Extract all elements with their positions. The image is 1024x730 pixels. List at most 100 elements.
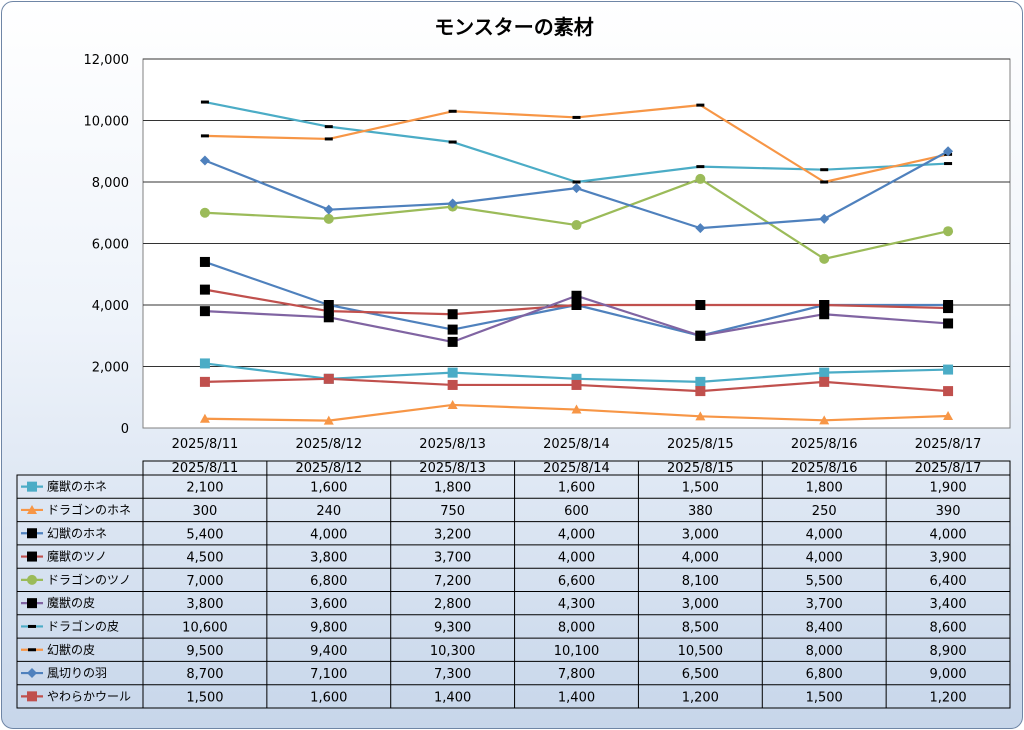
table-cell: 3,400 xyxy=(929,597,966,612)
data-point xyxy=(695,223,706,234)
table-row: 魔獣のホネ 2,100 1,600 1,800 1,600 1,500 1,800 1,900 xyxy=(21,479,967,496)
table-cell: 1,400 xyxy=(558,690,595,705)
data-point xyxy=(695,330,706,341)
data-point xyxy=(447,198,458,209)
data-point xyxy=(448,140,457,144)
table-cell: 240 xyxy=(316,504,341,519)
table-cell: 6,800 xyxy=(310,574,347,589)
legend-marker xyxy=(27,574,37,585)
data-point xyxy=(199,284,210,295)
table-cell: 6,800 xyxy=(806,667,843,682)
series-label: 風切りの羽 xyxy=(47,666,107,680)
x-tick-label: 2025/8/14 xyxy=(543,437,610,452)
table-cell: 4,000 xyxy=(806,527,843,542)
data-point xyxy=(943,303,954,314)
data-point xyxy=(943,146,954,157)
series-6 xyxy=(200,100,953,184)
table-cell: 600 xyxy=(564,504,589,519)
table-cell: 4,000 xyxy=(558,551,595,566)
table-header-cell: 2025/8/11 xyxy=(172,461,239,476)
table-cell: 1,500 xyxy=(806,690,843,705)
table-header-cell: 2025/8/12 xyxy=(295,461,362,476)
data-point xyxy=(323,415,334,425)
series-9 xyxy=(199,373,954,397)
table-cell: 9,400 xyxy=(310,644,347,659)
table-cell: 1,200 xyxy=(929,690,966,705)
data-point xyxy=(819,309,830,320)
table-cell: 5,400 xyxy=(186,527,223,542)
data-point xyxy=(447,309,458,320)
table-cell: 3,000 xyxy=(682,597,719,612)
table-cell: 3,200 xyxy=(434,527,471,542)
table-cell: 300 xyxy=(193,504,218,519)
legend-marker xyxy=(28,648,36,652)
data-point xyxy=(819,213,830,224)
y-tick-label: 4,000 xyxy=(92,299,129,314)
series-label: 幻獣のホネ xyxy=(47,526,107,540)
table-cell: 3,600 xyxy=(310,597,347,612)
table-cell: 6,500 xyxy=(682,667,719,682)
table-cell: 390 xyxy=(936,504,961,519)
data-point xyxy=(943,318,954,329)
table-cell: 8,500 xyxy=(682,620,719,635)
table-cell: 9,500 xyxy=(186,644,223,659)
data-point xyxy=(696,103,705,107)
table-cell: 750 xyxy=(440,504,465,519)
table-cell: 1,500 xyxy=(682,481,719,496)
x-tick-label: 2025/8/13 xyxy=(419,437,486,452)
table-cell: 1,600 xyxy=(310,481,347,496)
data-point xyxy=(820,180,829,184)
series-label: ドラゴンのツノ xyxy=(47,572,131,587)
table-cell: 6,400 xyxy=(929,574,966,589)
table-cell: 1,400 xyxy=(434,690,471,705)
data-point xyxy=(572,115,581,119)
data-point xyxy=(943,411,954,421)
table-cell: 10,300 xyxy=(430,644,476,659)
series-label: 魔獣のツノ xyxy=(47,549,107,564)
table-cell: 9,800 xyxy=(310,620,347,635)
table-cell: 7,300 xyxy=(434,667,471,682)
data-point xyxy=(571,373,582,384)
table-cell: 4,300 xyxy=(558,597,595,612)
table-header-cell: 2025/8/14 xyxy=(543,461,610,476)
data-point xyxy=(447,324,458,335)
data-point xyxy=(200,100,209,104)
table-cell: 3,000 xyxy=(682,527,719,542)
table-cell: 380 xyxy=(688,504,713,519)
y-tick-label: 2,000 xyxy=(92,361,129,376)
data-point xyxy=(323,300,334,310)
table-cell: 7,100 xyxy=(310,667,347,682)
series-4 xyxy=(199,173,954,264)
data-point xyxy=(323,204,334,215)
table-cell: 3,800 xyxy=(310,551,347,566)
series-label: ドラゴンの皮 xyxy=(47,618,119,633)
data-point xyxy=(447,336,458,347)
x-axis-ticks: 2025/8/11 2025/8/12 2025/8/13 2025/8/14 2025… xyxy=(172,437,982,452)
table-cell: 250 xyxy=(812,504,837,519)
table-row: ドラゴンのホネ 300 240 750 600 380 250 390 xyxy=(21,502,960,519)
data-point xyxy=(447,379,458,390)
legend-marker xyxy=(27,691,37,702)
data-point xyxy=(695,173,706,184)
table-cell: 1,200 xyxy=(682,690,719,705)
table-cell: 6,600 xyxy=(558,574,595,589)
table-cell: 10,100 xyxy=(554,644,600,659)
data-point xyxy=(572,180,581,184)
grid-layer xyxy=(142,58,1011,429)
data-point xyxy=(571,300,582,310)
data-point xyxy=(323,312,334,323)
table-header-cell: 2025/8/15 xyxy=(667,461,734,476)
data-point xyxy=(943,386,954,397)
data-point xyxy=(819,253,830,264)
data-point xyxy=(819,376,830,387)
table-cell: 10,600 xyxy=(182,620,228,635)
table-row: 風切りの羽 8,700 7,100 7,300 7,800 6,500 6,800 9,000 xyxy=(21,666,967,682)
x-tick-label: 2025/8/17 xyxy=(915,437,982,452)
table-cell: 8,600 xyxy=(929,620,966,635)
series-1 xyxy=(199,399,954,425)
data-point xyxy=(448,109,457,113)
table-cell: 8,900 xyxy=(929,644,966,659)
table-cell: 4,000 xyxy=(806,551,843,566)
y-axis-ticks: 0 2,000 4,000 6,000 8,000 10,000 12,000 xyxy=(84,53,130,437)
series-label: 魔獣の皮 xyxy=(47,595,95,610)
